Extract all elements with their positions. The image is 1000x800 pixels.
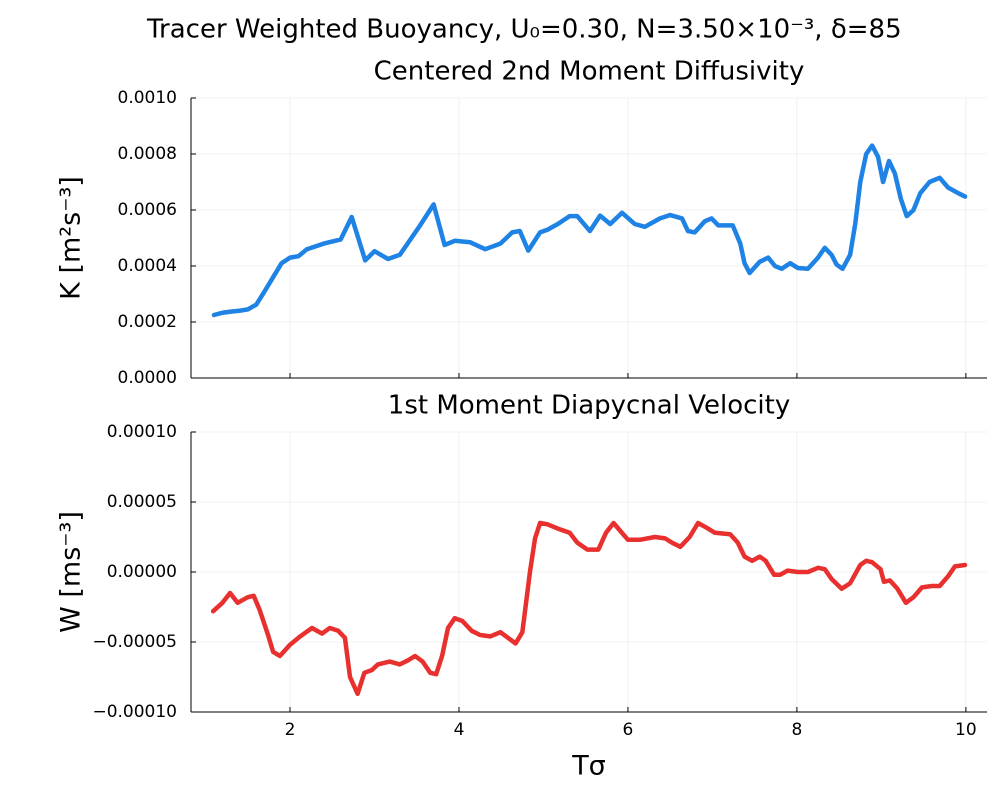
y-tick-label: −0.00005 bbox=[92, 632, 177, 652]
y-tick-label: 0.0000 bbox=[118, 368, 177, 388]
data-line bbox=[211, 143, 968, 318]
x-tick-label: 4 bbox=[454, 720, 465, 740]
x-tick-label: 8 bbox=[791, 720, 802, 740]
panel-title: Centered 2nd Moment Diffusivity bbox=[374, 57, 805, 87]
y-tick-label: 0.0006 bbox=[118, 200, 177, 220]
x-tick-label: 10 bbox=[955, 720, 977, 740]
figure-title: Tracer Weighted Buoyancy, U₀=0.30, N=3.5… bbox=[146, 15, 902, 45]
y-tick-label: 0.00005 bbox=[107, 492, 177, 512]
data-line bbox=[210, 520, 968, 697]
y-tick-label: 0.0004 bbox=[118, 256, 177, 276]
y-axis-label: K [m²s⁻³] bbox=[56, 176, 87, 300]
y-tick-label: 0.00000 bbox=[107, 562, 177, 582]
y-tick-label: −0.00010 bbox=[92, 702, 177, 722]
y-tick-label: 0.0008 bbox=[118, 144, 177, 164]
panel-title: 1st Moment Diapycnal Velocity bbox=[388, 391, 790, 421]
y-tick-label: 0.0002 bbox=[118, 312, 177, 332]
y-tick-label: 0.00010 bbox=[107, 422, 177, 442]
y-tick-label: 0.0010 bbox=[118, 88, 177, 108]
y-axis-label: W [ms⁻³] bbox=[56, 511, 87, 633]
x-axis-label: Tσ bbox=[571, 751, 606, 782]
x-tick-label: 2 bbox=[285, 720, 296, 740]
x-tick-label: 6 bbox=[623, 720, 634, 740]
